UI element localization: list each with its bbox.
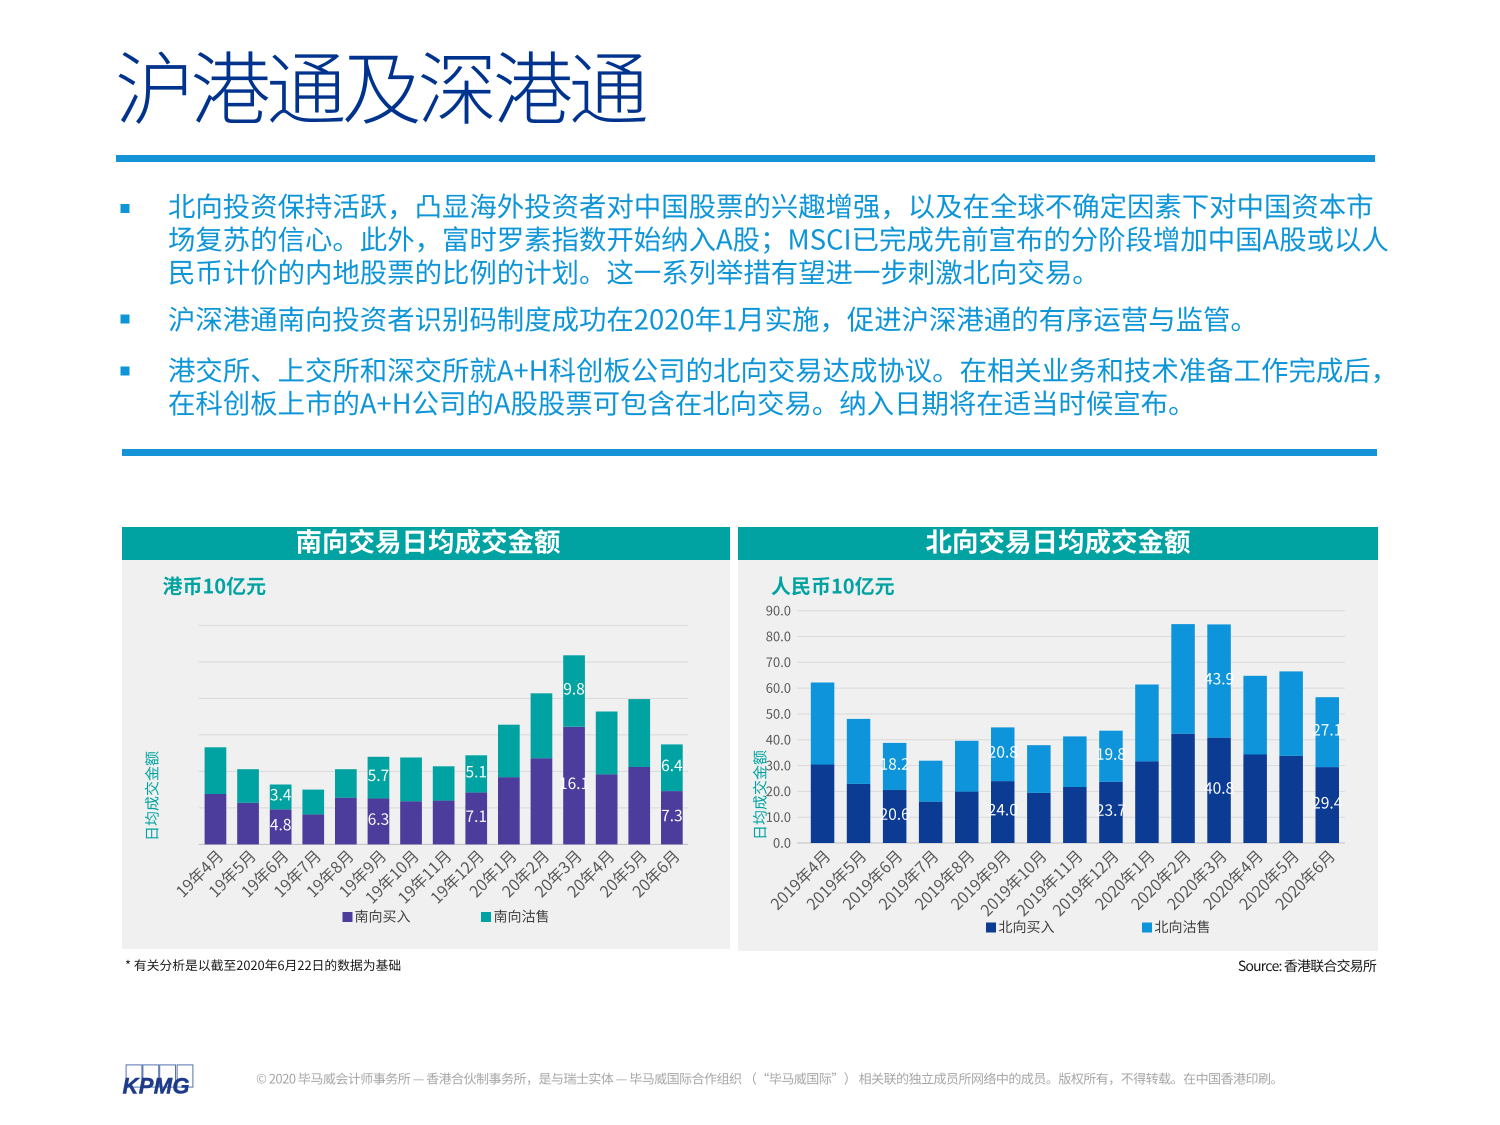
svg-text:KPMG: KPMG [123, 1074, 190, 1099]
